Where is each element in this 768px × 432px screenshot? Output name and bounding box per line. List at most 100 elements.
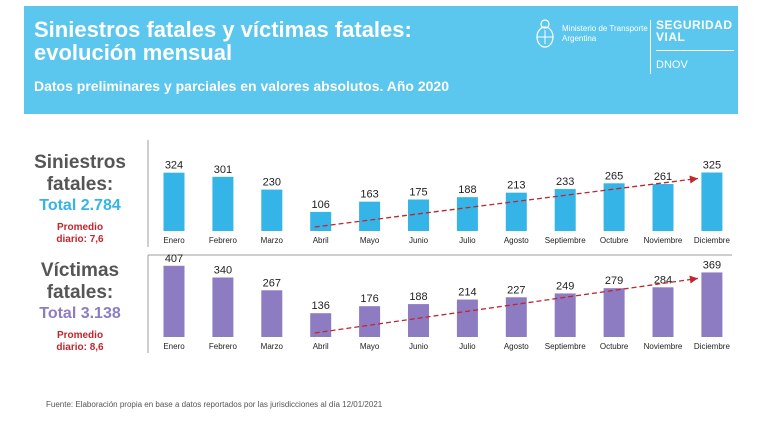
siniestros-category-label: Septiembre	[545, 236, 586, 245]
siniestros-category-label: Noviembre	[644, 236, 683, 245]
siniestros-value-label: 325	[703, 160, 721, 172]
victimas-value-label: 136	[312, 300, 330, 312]
victimas-category-label: Agosto	[504, 342, 529, 351]
victimas-category-label: Abril	[313, 342, 329, 351]
siniestros-trend-arrowhead	[689, 175, 698, 184]
logo-divider-horizontal	[656, 50, 734, 51]
siniestros-total: Total 2.784	[39, 197, 121, 214]
victimas-category-label: Enero	[163, 342, 185, 351]
victimas-value-label: 279	[605, 275, 623, 287]
brand-sub-label: DNOV	[656, 59, 688, 71]
header-banner: Siniestros fatales y víctimas fatales: e…	[24, 6, 738, 114]
siniestros-bar	[505, 192, 527, 231]
siniestros-category-label: Julio	[459, 236, 476, 245]
victimas-bar	[261, 290, 283, 337]
siniestros-bar	[310, 211, 332, 231]
siniestros-bar	[603, 183, 625, 231]
victimas-category-label: Febrero	[209, 342, 238, 351]
siniestros-bar	[554, 189, 576, 231]
siniestros-value-label: 233	[556, 176, 574, 188]
siniestros-value-label: 230	[263, 177, 281, 189]
victimas-category-label: Mayo	[360, 342, 380, 351]
victimas-value-label: 188	[409, 291, 427, 303]
siniestros-value-label: 163	[360, 189, 378, 201]
siniestros-value-label: 265	[605, 170, 623, 182]
victimas-trend-arrowhead	[689, 275, 698, 284]
victimas-category-label: Octubre	[600, 342, 629, 351]
brand-line-2: VIAL	[656, 30, 686, 44]
siniestros-bar	[163, 172, 185, 231]
victimas-value-label: 407	[165, 253, 183, 265]
victimas-value-label: 227	[507, 284, 525, 296]
victimas-trend-line	[314, 277, 698, 334]
siniestros-category-label: Agosto	[504, 236, 529, 245]
siniestros-bar	[212, 176, 234, 231]
siniestros-bar	[652, 184, 674, 231]
siniestros-value-label: 213	[507, 180, 525, 192]
siniestros-category-label: Diciembre	[694, 236, 731, 245]
victimas-value-label: 249	[556, 280, 574, 292]
victimas-category-label: Marzo	[261, 342, 284, 351]
victimas-bar	[652, 287, 674, 337]
victimas-bar	[163, 265, 185, 337]
siniestros-value-label: 261	[654, 171, 672, 183]
siniestros-category-label: Febrero	[209, 236, 238, 245]
source-note: Fuente: Elaboración propia en base a dat…	[46, 400, 383, 409]
siniestros-bar	[408, 199, 429, 231]
siniestros-category-label: Abril	[313, 236, 329, 245]
victimas-bar	[456, 299, 478, 337]
siniestros-name-line-1: Siniestros	[34, 152, 126, 173]
victimas-value-label: 369	[703, 259, 721, 271]
victimas-value-label: 214	[458, 287, 476, 299]
coat-of-arms-icon	[536, 19, 554, 48]
siniestros-label: Siniestros fatales: Total 2.784 Promedio…	[22, 152, 138, 246]
victimas-category-label: Septiembre	[545, 342, 586, 351]
victimas-category-label: Junio	[409, 342, 429, 351]
siniestros-category-label: Junio	[409, 236, 429, 245]
siniestros-avg-line-2: diario: 7,6	[56, 234, 104, 245]
logo-divider-vertical	[650, 20, 651, 74]
siniestros-category-label: Octubre	[600, 236, 629, 245]
siniestros-value-label: 106	[312, 199, 330, 211]
victimas-bar	[359, 306, 381, 337]
siniestros-category-label: Marzo	[261, 236, 284, 245]
ministry-line-1: Ministerio de Transporte	[562, 24, 648, 33]
victimas-avg-line-2: diario: 8,6	[56, 342, 104, 353]
siniestros-value-label: 188	[458, 184, 476, 196]
victimas-bar	[505, 297, 527, 337]
victimas-bar	[212, 277, 234, 337]
brand-logo: SEGURIDAD VIAL	[656, 19, 733, 43]
siniestros-avg-line-1: Promedio	[56, 222, 104, 233]
victimas-label: Víctimas fatales: Total 3.138 Promedio d…	[22, 260, 138, 354]
victimas-category-label: Noviembre	[644, 342, 683, 351]
siniestros-bar	[359, 201, 381, 231]
victimas-value-label: 267	[263, 277, 281, 289]
victimas-value-label: 176	[360, 293, 378, 305]
siniestros-value-label: 301	[214, 164, 232, 176]
ministry-label: Ministerio de Transporte Argentina	[562, 24, 648, 44]
victimas-bar	[310, 313, 332, 337]
brand-line-1: SEGURIDAD	[656, 18, 733, 32]
victimas-category-label: Diciembre	[694, 342, 731, 351]
victimas-bar	[603, 288, 625, 337]
siniestros-category-label: Mayo	[360, 236, 380, 245]
title-line-2: evolución mensual	[34, 40, 233, 65]
siniestros-value-label: 175	[409, 187, 427, 199]
victimas-category-label: Julio	[459, 342, 476, 351]
victimas-bar	[554, 293, 576, 337]
victimas-value-label: 340	[214, 265, 232, 277]
victimas-name-line-2: fatales:	[46, 282, 114, 303]
siniestros-bar	[261, 189, 283, 231]
title-line-1: Siniestros fatales y víctimas fatales:	[34, 17, 412, 42]
siniestros-bar	[456, 197, 478, 231]
siniestros-value-label: 324	[165, 160, 183, 172]
siniestros-bar	[701, 172, 723, 231]
page-subtitle: Datos preliminares y parciales en valore…	[34, 78, 449, 94]
page-title: Siniestros fatales y víctimas fatales: e…	[34, 18, 474, 64]
siniestros-category-label: Enero	[163, 236, 185, 245]
victimas-name-line-1: Víctimas	[40, 260, 120, 281]
victimas-avg-line-1: Promedio	[56, 330, 104, 341]
victimas-bar	[701, 272, 723, 337]
siniestros-name-line-2: fatales:	[46, 174, 114, 195]
